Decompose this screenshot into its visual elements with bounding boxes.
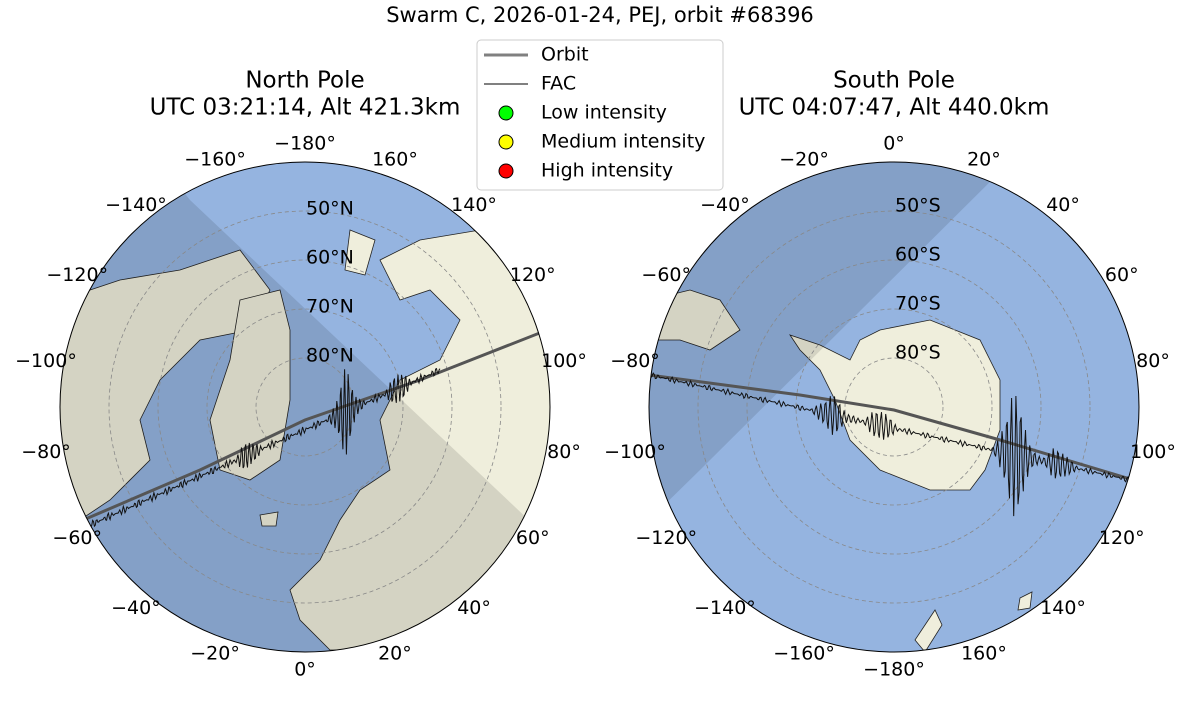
longitude-label: −140° [105, 194, 167, 216]
longitude-label: −60° [641, 264, 691, 286]
latitude-label: 60°N [306, 247, 354, 269]
longitude-label: 80° [547, 441, 581, 463]
orbit-line [60, 323, 550, 532]
longitude-label: −60° [52, 527, 102, 549]
longitude-label: 120° [510, 264, 556, 286]
legend-label: FAC [541, 73, 576, 95]
longitude-label: −100° [15, 350, 77, 372]
longitude-label: 80° [1136, 350, 1170, 372]
longitude-label: −80° [21, 441, 71, 463]
longitude-label: −40° [111, 597, 161, 619]
legend-label: High intensity [541, 160, 673, 182]
panel-title: UTC 04:07:47, Alt 440.0km [739, 95, 1050, 121]
longitude-label: −20° [190, 643, 240, 665]
latitude-label: 50°N [306, 198, 354, 220]
legend-label: Orbit [541, 44, 589, 66]
longitude-label: 60° [516, 527, 550, 549]
south-map [649, 162, 1139, 652]
longitude-label: 60° [1105, 264, 1139, 286]
latitude-label: 80°N [306, 345, 354, 367]
longitude-label: −20° [779, 148, 829, 170]
figure-title: Swarm C, 2026-01-24, PEJ, orbit #68396 [386, 3, 814, 27]
legend-label: Medium intensity [541, 131, 705, 153]
longitude-label: 20° [378, 643, 412, 665]
legend-label: Low intensity [541, 102, 667, 124]
longitude-label: −80° [610, 350, 660, 372]
longitude-label: 160° [372, 148, 418, 170]
legend [476, 39, 724, 191]
longitude-label: 40° [457, 597, 491, 619]
longitude-label: −180° [863, 659, 925, 681]
latitude-label: 70°N [306, 296, 354, 318]
fac-trace [89, 367, 441, 529]
latitude-label: 80°S [895, 342, 941, 364]
longitude-label: 100° [541, 350, 587, 372]
longitude-label: −40° [700, 194, 750, 216]
panel-title: South Pole [833, 68, 955, 94]
panel-title: North Pole [245, 68, 364, 94]
latitude-label: 60°S [895, 244, 941, 266]
north-map [60, 162, 550, 652]
longitude-label: 0° [883, 133, 905, 155]
longitude-label: 120° [1099, 527, 1145, 549]
longitude-label: −160° [184, 148, 246, 170]
latitude-label: 70°S [895, 293, 941, 315]
longitude-label: −140° [694, 597, 756, 619]
longitude-label: −120° [635, 527, 697, 549]
longitude-label: 140° [1040, 597, 1086, 619]
longitude-label: 100° [1130, 441, 1176, 463]
orbit-line [649, 373, 1139, 484]
longitude-label: −180° [274, 133, 336, 155]
longitude-label: −100° [604, 441, 666, 463]
panel-title: UTC 03:21:14, Alt 421.3km [150, 95, 461, 121]
longitude-label: 40° [1046, 194, 1080, 216]
longitude-label: 140° [451, 194, 497, 216]
longitude-label: −120° [46, 264, 108, 286]
latitude-label: 50°S [895, 195, 941, 217]
longitude-label: −160° [773, 643, 835, 665]
longitude-label: 20° [967, 148, 1001, 170]
longitude-label: 0° [294, 659, 316, 681]
longitude-label: 160° [961, 643, 1007, 665]
fac-trace [649, 372, 1131, 517]
